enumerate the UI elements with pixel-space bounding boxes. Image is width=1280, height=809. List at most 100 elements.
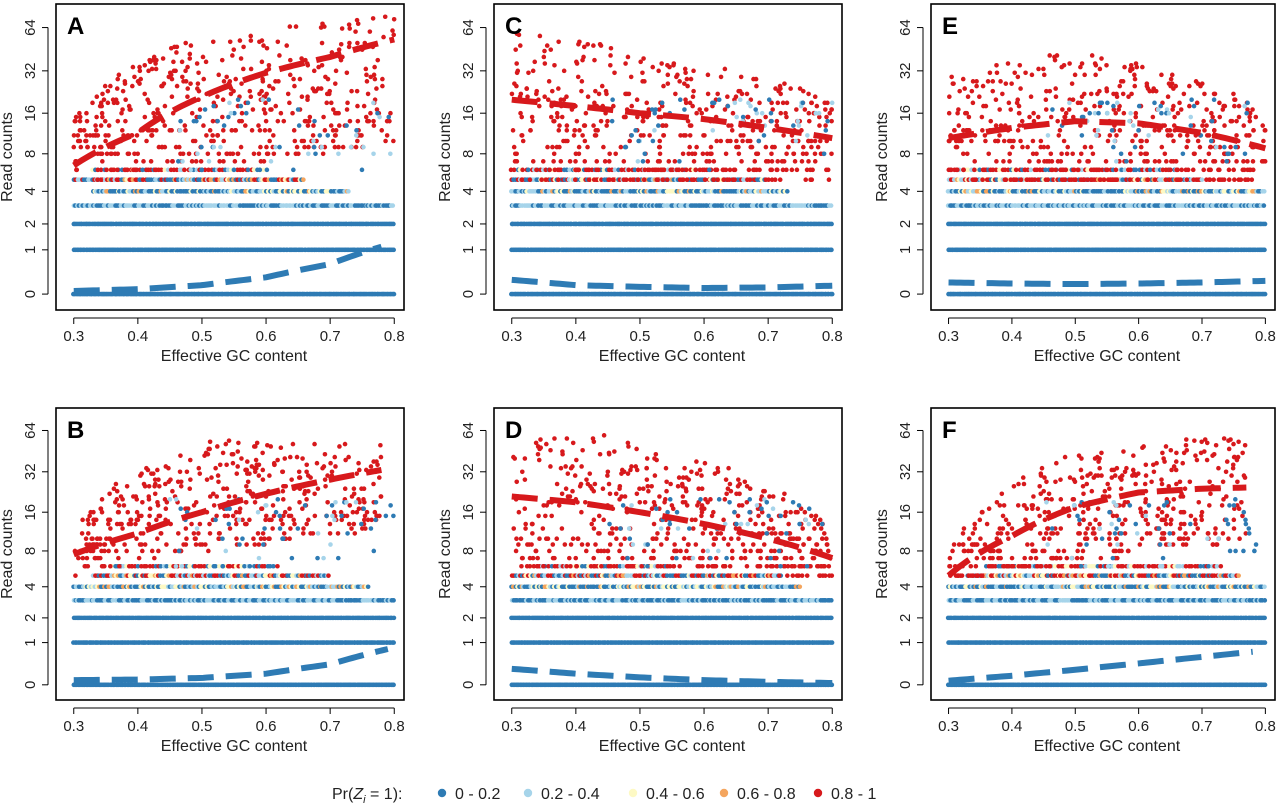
panel-c-high-point — [728, 139, 733, 144]
panel-a-high-point — [163, 104, 168, 109]
panel-b-high-point — [343, 486, 348, 491]
panel-b-high-point — [328, 531, 333, 536]
panel-a-high-point — [123, 168, 128, 173]
panel-c-high-point — [557, 123, 562, 128]
panel-a-point — [391, 222, 396, 227]
panel-a-mid-point — [312, 119, 317, 124]
panel-b-high-point — [125, 510, 130, 515]
panel-b-high-point — [379, 494, 384, 499]
panel-b-high-point — [206, 452, 211, 457]
panel-c-high-point — [542, 49, 547, 54]
panel-b-high-point — [84, 536, 89, 541]
panel-c-high-point — [586, 94, 591, 99]
panel-a-mid-point — [360, 168, 365, 173]
panel-b-high-point — [138, 542, 143, 547]
panel-b-high-point — [155, 536, 160, 541]
panel-a-high-point — [366, 92, 371, 97]
panel-a-mid-point — [377, 115, 382, 120]
panel-c-high-point — [650, 65, 655, 70]
panel-b-high-point — [224, 442, 229, 447]
panel-a-high-point — [269, 107, 274, 112]
panel-c-high-point — [552, 63, 557, 68]
panel-b-x-tick-label: 0.3 — [63, 718, 84, 735]
panel-c-high-point — [736, 145, 741, 150]
panel-a-mid-point — [267, 97, 272, 102]
panel-b-mid-point — [290, 556, 295, 561]
panel-b-y-tick-label: 1 — [22, 638, 39, 646]
panel-a-high-point — [321, 115, 326, 120]
panel-b-point — [391, 598, 396, 603]
panel-b-mid-point — [278, 526, 283, 531]
panel-a-y-axis-title: Read counts — [0, 112, 16, 202]
panel-c-high-point — [600, 84, 605, 89]
panel-b-high-point — [184, 526, 189, 531]
panel-c-high-point — [690, 104, 695, 109]
panel-c-high-point — [800, 159, 805, 164]
panel-a-y-tick-label: 64 — [22, 19, 39, 36]
panel-a-x-axis-title: Effective GC content — [161, 348, 308, 365]
panel-c-high-point — [731, 111, 736, 116]
panel-c-high-point — [594, 168, 599, 173]
panel-a-mid-point — [312, 145, 317, 150]
panel-b-point — [391, 683, 396, 688]
panel-b-mid-point — [388, 503, 393, 508]
panel-b-mid-point — [277, 514, 282, 519]
panel-a-high-point — [331, 128, 336, 133]
panel-c-high-point — [739, 75, 744, 80]
panel-a-high-point — [106, 133, 111, 138]
panel-b-high-point — [91, 522, 96, 527]
panel-c-high-point — [674, 168, 679, 173]
panel-b-x-tick-label: 0.7 — [320, 718, 341, 735]
panel-a-high-point — [302, 145, 307, 150]
panel-a-x-tick-label: 0.8 — [384, 328, 405, 345]
panel-b-row-6 — [110, 564, 280, 569]
panel-a-high-point — [163, 145, 168, 150]
panel-c-point — [520, 168, 525, 173]
panel-b-high-point — [353, 531, 358, 536]
panel-a-high-point — [188, 52, 193, 57]
panel-b-high-point — [263, 518, 268, 523]
panel-a-high-point — [329, 123, 334, 128]
panel-a-high-point — [137, 81, 142, 86]
panel-b-high-point — [142, 482, 147, 487]
panel-b-mid-point — [361, 506, 366, 511]
panel-a-high-point — [305, 63, 310, 68]
panel-a-high-point — [364, 115, 369, 120]
panel-a-mid-point — [244, 111, 249, 116]
panel-b-high-point — [267, 473, 272, 478]
panel-a-high-point — [383, 139, 388, 144]
panel-b-high-point — [207, 522, 212, 527]
panel-b-high-point — [119, 494, 124, 499]
panel-b-high-point — [343, 458, 348, 463]
panel-b-high-point — [302, 491, 307, 496]
panel-a-high-point — [300, 94, 305, 99]
panel-c-high-point — [545, 43, 550, 48]
panel-b-high-point — [337, 444, 342, 449]
panel-b-high-point — [147, 514, 152, 519]
panel-a-high-point — [115, 86, 120, 91]
panel-a-high-point — [381, 35, 386, 40]
panel-b-high-point — [122, 542, 127, 547]
panel-b-high-point — [253, 500, 258, 505]
panel-b-high-point — [283, 510, 288, 515]
panel-c-high-point — [562, 69, 567, 74]
panel-a-x-tick-label: 0.7 — [320, 328, 341, 345]
panel-b-high-point — [287, 536, 292, 541]
panel-b-high-point — [227, 494, 232, 499]
panel-a-high-point — [115, 77, 120, 82]
panel-c-high-point — [550, 89, 555, 94]
panel-b-high-point — [137, 514, 142, 519]
panel-a-high-point — [144, 139, 149, 144]
panel-c-high-point — [734, 139, 739, 144]
panel-a-point — [301, 177, 306, 182]
panel-a-high-point — [312, 69, 317, 74]
panel-a-high-point — [100, 92, 105, 97]
panel-b-high-point — [198, 522, 203, 527]
panel-c-high-point — [697, 107, 702, 112]
panel-c-high-point — [813, 152, 818, 157]
panel-b-high-point — [194, 542, 199, 547]
panel-b-high-point — [197, 471, 202, 476]
panel-b-high-point — [134, 518, 139, 523]
panel-b-high-point — [87, 514, 92, 519]
